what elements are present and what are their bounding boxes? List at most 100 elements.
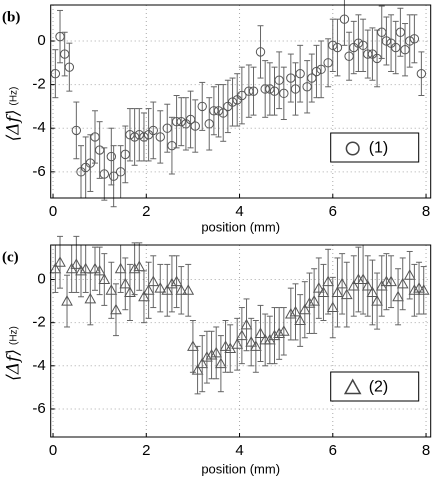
error-bar <box>199 335 206 393</box>
error-bar <box>411 14 418 64</box>
error-bar <box>91 246 98 291</box>
error-bar <box>350 20 357 75</box>
error-bar <box>276 307 283 360</box>
y-axis-label-main: ⟨Δf⟩ <box>4 349 24 381</box>
marker <box>316 64 326 75</box>
marker <box>196 357 209 369</box>
marker <box>413 282 425 293</box>
x-tick-label: 8 <box>422 442 430 459</box>
marker <box>332 42 343 53</box>
plot-frame <box>50 244 432 438</box>
error-bar <box>168 116 175 175</box>
marker <box>93 264 106 276</box>
error-bar <box>257 304 264 362</box>
marker <box>361 279 374 291</box>
error-bar <box>271 66 278 116</box>
error-bar <box>110 145 117 208</box>
marker <box>298 303 311 315</box>
marker <box>124 286 136 297</box>
error-bar <box>292 62 299 116</box>
error-bar <box>229 77 236 127</box>
error-bar <box>388 255 395 309</box>
error-bar <box>329 276 336 339</box>
y-axis-label: ⟨Δf⟩ (Hz) <box>4 87 24 142</box>
marker <box>133 260 146 272</box>
error-bar <box>96 121 103 179</box>
error-bar <box>374 29 381 88</box>
legend-box <box>330 371 420 402</box>
error-bar <box>101 253 108 306</box>
marker <box>294 314 306 326</box>
error-bar <box>157 110 164 164</box>
error-bar <box>334 18 341 77</box>
error-bar <box>199 81 206 131</box>
marker <box>289 305 302 317</box>
marker <box>170 275 183 287</box>
error-bar <box>187 90 194 149</box>
error-bar <box>234 73 241 127</box>
error-bar <box>64 274 71 328</box>
error-bar <box>220 84 227 142</box>
marker <box>161 284 174 295</box>
error-bar <box>164 263 171 317</box>
error-bar <box>325 248 332 315</box>
error-bar <box>145 108 152 162</box>
marker <box>339 14 350 24</box>
error-bar <box>343 261 350 328</box>
error-bar <box>164 103 171 153</box>
marker <box>79 262 92 274</box>
marker <box>277 325 290 336</box>
error-bar <box>238 307 245 365</box>
error-bar <box>292 283 299 341</box>
marker <box>114 262 127 274</box>
marker <box>308 295 320 306</box>
marker <box>108 171 119 181</box>
error-bar <box>96 246 103 296</box>
error-bar <box>406 250 413 300</box>
x-tick-label: 6 <box>329 203 337 220</box>
marker <box>119 277 132 289</box>
error-bar <box>397 7 404 57</box>
error-bar <box>57 9 64 64</box>
y-axis-label-main: ⟨Δf⟩ <box>4 110 24 142</box>
marker <box>408 284 421 295</box>
y-tick-label: -6 <box>32 163 45 180</box>
error-bar <box>355 246 362 313</box>
error-bar <box>126 108 133 162</box>
error-bar <box>297 44 304 103</box>
marker <box>345 141 360 156</box>
marker <box>279 88 289 99</box>
marker <box>187 340 199 351</box>
plot-frame <box>50 4 432 199</box>
error-bar <box>208 330 215 380</box>
marker <box>417 284 430 295</box>
error-bar <box>243 298 250 352</box>
error-bar <box>334 257 341 328</box>
error-bar <box>178 266 185 315</box>
marker <box>326 301 339 313</box>
error-bar <box>402 23 409 77</box>
marker <box>64 62 75 72</box>
marker <box>147 275 160 287</box>
x-tick-label: 4 <box>235 203 243 220</box>
error-bar <box>117 244 124 293</box>
marker <box>357 273 369 285</box>
marker <box>322 275 334 287</box>
error-bar <box>388 14 395 73</box>
error-bar <box>311 268 318 334</box>
legend-label: (1) <box>369 140 389 157</box>
error-bar <box>378 5 385 59</box>
marker <box>240 318 253 330</box>
y-tick-label: 0 <box>37 32 45 49</box>
error-bar <box>383 253 390 311</box>
marker <box>231 338 244 349</box>
marker <box>237 90 247 101</box>
error-bar <box>280 66 287 120</box>
error-bar <box>182 97 189 151</box>
error-bar <box>346 31 353 81</box>
x-tick-label: 2 <box>142 203 150 220</box>
marker <box>303 297 316 308</box>
x-tick-label: 0 <box>49 203 57 220</box>
marker <box>155 132 165 142</box>
